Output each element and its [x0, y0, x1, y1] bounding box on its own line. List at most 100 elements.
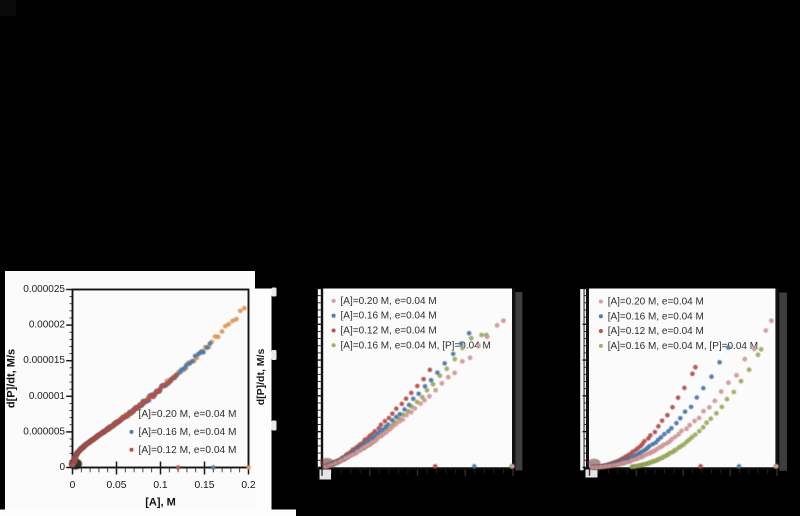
data-point [412, 406, 418, 411]
x-tick-label: 0.05 [106, 480, 126, 491]
y-tick-label: 0.000015 [23, 355, 65, 366]
data-point [724, 396, 730, 402]
corner-artifact [0, 0, 16, 16]
data-point [476, 343, 481, 349]
data-point [693, 364, 698, 370]
y-tick-label: 0 [59, 462, 65, 473]
data-point [696, 415, 702, 421]
data-point [677, 415, 683, 421]
data-point [717, 359, 722, 365]
data-point [679, 428, 684, 434]
data-point [459, 359, 465, 364]
left-chart-x-axis-title: [A], M [145, 497, 176, 509]
data-point [689, 434, 695, 440]
data-point [428, 377, 434, 383]
data-point [393, 414, 399, 420]
data-point [442, 361, 448, 366]
data-point [734, 372, 739, 378]
charts-layer: 0 0.000005 0.00001 0.000015 0.00002 0.000025 0… [23, 284, 779, 491]
data-point [742, 356, 748, 362]
data-point [378, 422, 384, 428]
middle-chart-ylabel-strip [255, 288, 272, 516]
data-point [137, 402, 143, 407]
x-tick-label: 0.1 [153, 480, 168, 491]
right-chart-series-0 [589, 318, 779, 470]
data-point [430, 381, 436, 387]
legend-label: [A]=0.20 M, e=0.04 M [139, 409, 237, 420]
legend-label: [A]=0.16 M, e=0.04 M [608, 311, 704, 322]
data-point [397, 411, 403, 417]
legend-label: [A]=0.20 M, e=0.04 M [608, 297, 704, 308]
data-point [386, 415, 392, 421]
data-point [130, 408, 135, 413]
data-point [433, 387, 439, 393]
data-point [207, 341, 213, 346]
data-point [466, 330, 472, 336]
middle-chart-legend: [A]=0.20 M, e=0.04 M [A]=0.16 M, e=0.04 M… [331, 296, 491, 351]
data-point [204, 345, 210, 351]
data-point [246, 465, 251, 470]
data-point [672, 434, 678, 440]
data-point [435, 370, 440, 376]
data-point [758, 346, 764, 352]
data-point [422, 383, 428, 389]
data-point [642, 438, 647, 444]
data-point [688, 404, 694, 410]
y-tick-label: 0.000005 [23, 426, 65, 437]
data-point [746, 367, 752, 373]
data-point [403, 396, 409, 402]
data-point [467, 355, 473, 361]
data-point [692, 432, 698, 438]
data-point [421, 376, 427, 382]
data-point [662, 431, 667, 437]
data-point [670, 404, 675, 410]
data-point [439, 381, 445, 386]
data-point [414, 383, 420, 389]
data-point [422, 397, 427, 403]
middle-chart-label-fragment [271, 287, 277, 297]
data-point [385, 422, 391, 427]
data-point [700, 424, 706, 430]
data-point [70, 462, 75, 468]
legend-marker [129, 429, 134, 434]
right-chart-shadow [779, 292, 787, 471]
data-point [171, 375, 177, 381]
middle-chart-label-fragment [271, 350, 277, 360]
data-point [484, 334, 490, 340]
data-point [769, 318, 774, 324]
x-tick-label: 0.2 [241, 480, 256, 491]
data-point [393, 406, 399, 412]
legend-marker [331, 313, 336, 318]
data-point [418, 401, 423, 407]
data-point [669, 436, 675, 442]
data-point [701, 408, 706, 414]
data-point [698, 463, 703, 469]
data-point [406, 402, 412, 408]
data-point [471, 463, 477, 469]
data-point [718, 389, 724, 394]
data-point [408, 390, 414, 396]
data-point [510, 463, 515, 469]
y-tick-label: 0.00001 [29, 391, 66, 402]
data-point [223, 323, 228, 329]
data-point [751, 346, 757, 352]
left-chart-legend: [A]=0.20 M, e=0.04 M [A]=0.16 M, e=0.04 M… [129, 409, 236, 456]
legend-marker [129, 447, 134, 452]
data-point [399, 401, 405, 407]
data-point [427, 393, 432, 399]
right-chart-legend: [A]=0.20 M, e=0.04 M [A]=0.16 M, e=0.04 M… [598, 297, 758, 352]
legend-label: [A]=0.20 M, e=0.04 M [341, 296, 437, 307]
data-point [427, 367, 433, 373]
middle-chart-axis-stub [319, 469, 331, 480]
middle-chart: [A]=0.20 M, e=0.04 M [A]=0.16 M, e=0.04 M… [315, 287, 516, 476]
data-point [682, 385, 687, 391]
middle-right-border [512, 288, 516, 470]
right-chart-label-sliver [580, 289, 584, 471]
data-point [725, 345, 731, 350]
data-point [445, 374, 451, 380]
legend-label: [A]=0.12 M, e=0.04 M [341, 326, 437, 337]
data-point [393, 421, 399, 427]
data-point [709, 374, 714, 380]
data-point [675, 395, 681, 401]
